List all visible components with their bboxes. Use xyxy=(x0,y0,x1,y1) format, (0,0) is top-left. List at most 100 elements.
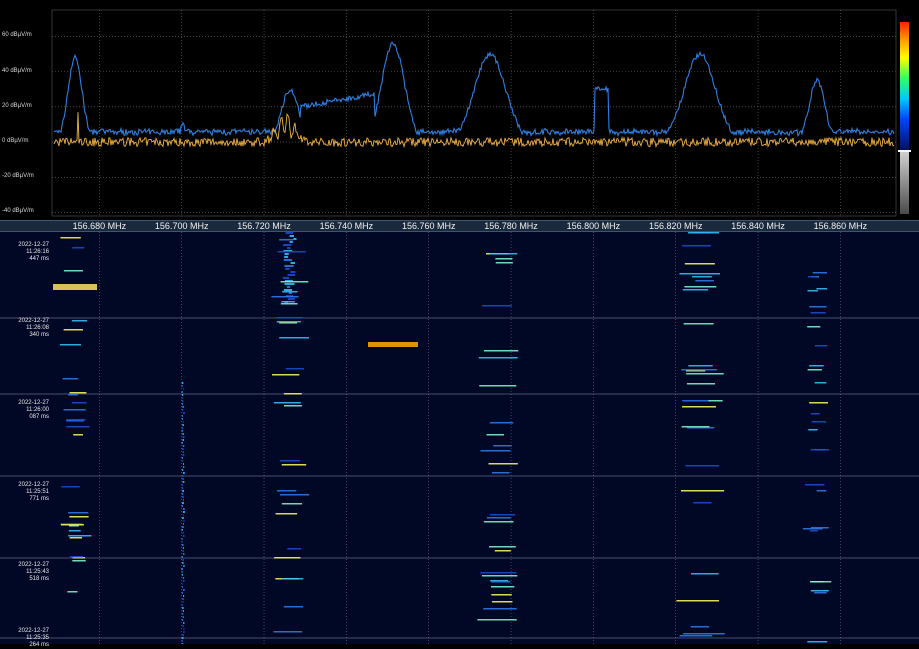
waterfall-signal xyxy=(183,514,184,516)
waterfall-signal xyxy=(284,253,289,255)
waterfall-signal xyxy=(483,608,517,610)
waterfall-signal xyxy=(816,490,827,492)
waterfall-signal xyxy=(687,427,715,429)
waterfall-signal xyxy=(60,237,81,239)
gray-scale-bar[interactable] xyxy=(900,152,909,214)
waterfall-signal xyxy=(182,418,183,420)
waterfall-signal xyxy=(182,577,185,579)
waterfall-signal xyxy=(183,631,185,633)
db-label-20: 20 dBµV/m xyxy=(2,102,32,109)
color-scale-bar[interactable] xyxy=(900,22,909,150)
waterfall-signal xyxy=(181,568,183,570)
waterfall-signal xyxy=(686,383,716,385)
waterfall-signal xyxy=(181,484,183,486)
waterfall-signal xyxy=(287,548,302,550)
waterfall-signal xyxy=(680,490,725,492)
waterfall-signal xyxy=(182,472,185,474)
waterfall-signal xyxy=(182,601,184,603)
waterfall-signal xyxy=(63,329,83,331)
waterfall-signal xyxy=(69,392,87,394)
waterfall-panel[interactable]: 2022-12-27 11:26:16 447 ms 2022-12-27 11… xyxy=(0,232,919,648)
waterfall-timestamp: 2022-12-27 11:25:35 264 ms xyxy=(1,628,49,649)
waterfall-signal xyxy=(279,337,309,339)
waterfall-signal xyxy=(283,606,304,608)
waterfall-signal xyxy=(690,626,710,628)
timestamp-ms: 340 ms xyxy=(29,332,49,338)
waterfall-signal xyxy=(686,370,706,372)
waterfall-signal xyxy=(71,402,87,404)
timestamp-ms: 264 ms xyxy=(29,642,49,648)
waterfall-signal xyxy=(692,276,712,278)
waterfall-signal xyxy=(489,422,514,424)
waterfall-signal xyxy=(183,535,185,537)
waterfall-signal xyxy=(276,317,303,319)
freq-label-156740: 156.740 MHz xyxy=(319,221,374,231)
waterfall-signal xyxy=(483,350,519,352)
waterfall-signal xyxy=(682,245,711,247)
waterfall-signal xyxy=(181,544,184,546)
waterfall-signal xyxy=(182,475,184,477)
waterfall-signal xyxy=(493,445,512,447)
waterfall-signal xyxy=(62,378,79,380)
waterfall-signal xyxy=(290,271,296,273)
waterfall-signal xyxy=(182,460,184,462)
spectrum-plot[interactable] xyxy=(0,0,919,220)
waterfall-signal xyxy=(61,486,80,488)
waterfall-signal xyxy=(181,592,183,594)
waterfall-signal xyxy=(182,451,184,453)
color-scale-marker[interactable] xyxy=(898,150,911,152)
waterfall-signal xyxy=(682,289,708,291)
waterfall-signal xyxy=(183,463,185,465)
waterfall-signal xyxy=(285,368,305,370)
waterfall-plot[interactable] xyxy=(0,232,919,645)
freq-label-156800: 156.800 MHz xyxy=(566,221,621,231)
waterfall-signal xyxy=(181,583,183,585)
waterfall-signal xyxy=(183,508,185,510)
waterfall-signal xyxy=(68,512,89,514)
waterfall-signal xyxy=(277,251,306,253)
waterfall-signal xyxy=(809,402,829,404)
waterfall-signal xyxy=(688,365,713,367)
waterfall-signal xyxy=(491,472,510,474)
waterfall-signal xyxy=(181,604,183,606)
waterfall-signal xyxy=(181,526,184,528)
waterfall-signal xyxy=(683,633,725,635)
plot-frame xyxy=(51,9,897,217)
waterfall-signal xyxy=(182,436,185,438)
waterfall-signal xyxy=(70,556,84,558)
waterfall-signal xyxy=(66,419,86,421)
waterfall-signal xyxy=(283,405,302,407)
waterfall-signal xyxy=(182,613,184,615)
waterfall-signal xyxy=(182,496,184,498)
waterfall-signal xyxy=(679,273,721,275)
waterfall-signal xyxy=(279,239,294,241)
waterfall-signal xyxy=(282,291,298,293)
waterfall-signal xyxy=(183,622,185,624)
waterfall-signal xyxy=(182,562,184,564)
waterfall-signal xyxy=(53,284,97,290)
waterfall-signal xyxy=(488,463,518,465)
waterfall-signal xyxy=(284,283,295,285)
timestamp-date: 2022-12-27 xyxy=(18,628,49,634)
waterfall-signal xyxy=(284,265,294,267)
waterfall-timestamp: 2022-12-27 11:25:43 518 ms xyxy=(1,562,49,583)
waterfall-signal xyxy=(809,306,827,308)
waterfall-signal xyxy=(182,478,184,480)
waterfall-signal xyxy=(282,277,290,279)
waterfall-signal xyxy=(809,365,824,367)
waterfall-signal xyxy=(693,502,712,504)
waterfall-signal xyxy=(495,258,513,260)
waterfall-signal xyxy=(811,421,827,423)
waterfall-signal xyxy=(684,286,717,288)
waterfall-signal xyxy=(181,619,184,621)
waterfall-signal xyxy=(281,503,302,505)
waterfall-signal xyxy=(814,592,827,594)
waterfall-signal xyxy=(802,528,823,530)
waterfall-signal xyxy=(283,259,292,261)
waterfall-signal xyxy=(181,391,183,393)
waterfall-signal xyxy=(181,382,184,384)
freq-label-156720: 156.720 MHz xyxy=(237,221,291,231)
waterfall-signal xyxy=(482,305,512,307)
spectrum-panel[interactable]: 60 dBµV/m 40 dBµV/m 20 dBµV/m 0 dBµV/m -… xyxy=(0,0,919,220)
timestamp-time: 11:25:51 xyxy=(26,489,49,495)
